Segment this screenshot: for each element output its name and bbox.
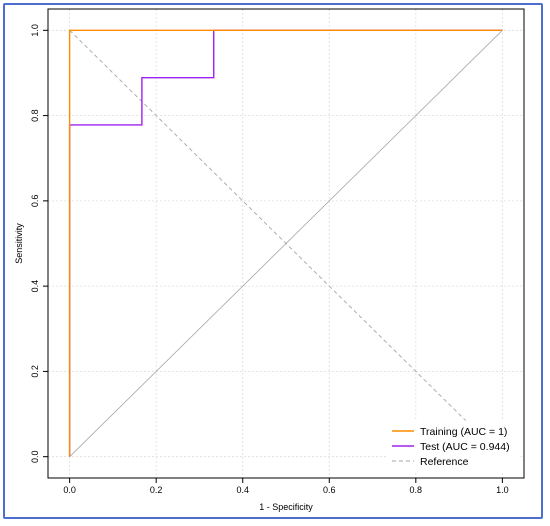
y-axis-title: Sensitivity bbox=[14, 223, 24, 264]
x-tick-label-0: 0.0 bbox=[63, 485, 76, 495]
y-tick-label-1: 0.2 bbox=[30, 365, 40, 378]
y-tick-label-5: 1.0 bbox=[30, 24, 40, 37]
axis-ticks: 0.0 0.2 0.4 0.6 0.8 1.0 0.0 0.2 0.4 0.6 0.8 1.0 bbox=[30, 24, 509, 495]
legend-label-0: Training (AUC = 1) bbox=[420, 426, 507, 438]
x-tick-label-3: 0.6 bbox=[323, 485, 336, 495]
legend-label-1: Test (AUC = 0.944) bbox=[420, 441, 510, 453]
y-tick-label-4: 0.8 bbox=[30, 109, 40, 122]
x-tick-label-1: 0.2 bbox=[150, 485, 163, 495]
x-axis-title: 1 - Specificity bbox=[259, 502, 313, 512]
y-tick-label-2: 0.4 bbox=[30, 280, 40, 293]
plot-lines bbox=[68, 29, 503, 458]
plot-area-border bbox=[47, 8, 525, 479]
y-tick-label-3: 0.6 bbox=[30, 195, 40, 208]
legend-label-2: Reference bbox=[420, 456, 469, 468]
x-tick-label-4: 0.8 bbox=[410, 485, 423, 495]
x-tick-label-5: 1.0 bbox=[496, 485, 509, 495]
x-tick-label-2: 0.4 bbox=[236, 485, 249, 495]
series-line-0 bbox=[68, 29, 503, 457]
y-tick-label-0: 0.0 bbox=[30, 450, 40, 463]
legend: Training (AUC = 1) Test (AUC = 0.944) Refe… bbox=[387, 420, 521, 471]
